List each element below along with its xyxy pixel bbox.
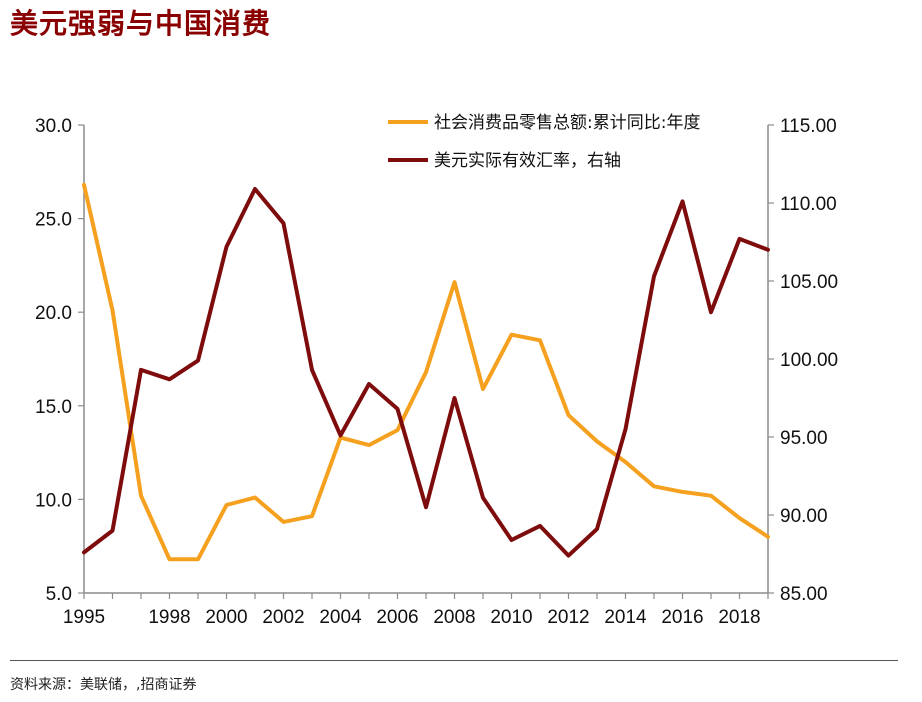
x-tick-label: 2018 xyxy=(718,607,760,628)
right-tick-label: 95.00 xyxy=(780,428,828,449)
left-tick-label: 5.0 xyxy=(46,584,72,605)
right-tick-label: 100.00 xyxy=(780,350,838,371)
axes-group xyxy=(83,125,769,594)
x-tick-label: 2002 xyxy=(262,607,304,628)
x-tick-label: 2000 xyxy=(205,607,247,628)
x-tick-label: 2014 xyxy=(604,607,647,628)
x-tick-label: 2012 xyxy=(547,607,589,628)
x-tick-label: 2008 xyxy=(433,607,475,628)
source-note: 资料来源：美联储，,招商证券 xyxy=(10,677,197,693)
series-line-retail-sales xyxy=(82,182,770,562)
footer-divider xyxy=(10,660,898,661)
left-axis-ticks: 30.0 25.0 20.0 15.0 10.0 5.0 xyxy=(35,116,84,605)
series-line-dollar-index xyxy=(82,187,770,558)
x-tick-label: 2006 xyxy=(376,607,418,628)
dual-axis-line-chart: 30.0 25.0 20.0 15.0 10.0 5.0 115.00 110.00 105.… xyxy=(35,113,838,628)
x-tick-label: 2010 xyxy=(490,607,532,628)
legend-label: 社会消费品零售总额:累计同比:年度 xyxy=(434,113,700,133)
x-tick-label: 2004 xyxy=(319,607,362,628)
chart-title: 美元强弱与中国消费 xyxy=(10,7,272,40)
x-axis-ticks: 1995 1998 2000 2002 2004 2006 2008 2010 2012 2014… xyxy=(63,593,769,628)
right-tick-label: 105.00 xyxy=(780,272,838,293)
legend-label: 美元实际有效汇率，右轴 xyxy=(434,151,621,171)
series-lines xyxy=(82,182,770,562)
left-tick-label: 10.0 xyxy=(35,490,72,511)
left-tick-label: 25.0 xyxy=(35,210,72,231)
left-tick-label: 30.0 xyxy=(35,116,72,137)
right-tick-label: 110.00 xyxy=(780,194,837,215)
right-tick-label: 115.00 xyxy=(780,116,837,137)
right-axis-ticks: 115.00 110.00 105.00 100.00 95.00 90.00 85.00 xyxy=(768,116,838,605)
x-tick-label: 1998 xyxy=(148,607,190,628)
right-tick-label: 90.00 xyxy=(780,506,828,527)
right-tick-label: 85.00 xyxy=(780,584,828,605)
left-tick-label: 15.0 xyxy=(35,397,72,418)
left-tick-label: 20.0 xyxy=(35,303,72,324)
x-tick-label: 2016 xyxy=(661,607,703,628)
x-tick-label: 1995 xyxy=(63,607,105,628)
